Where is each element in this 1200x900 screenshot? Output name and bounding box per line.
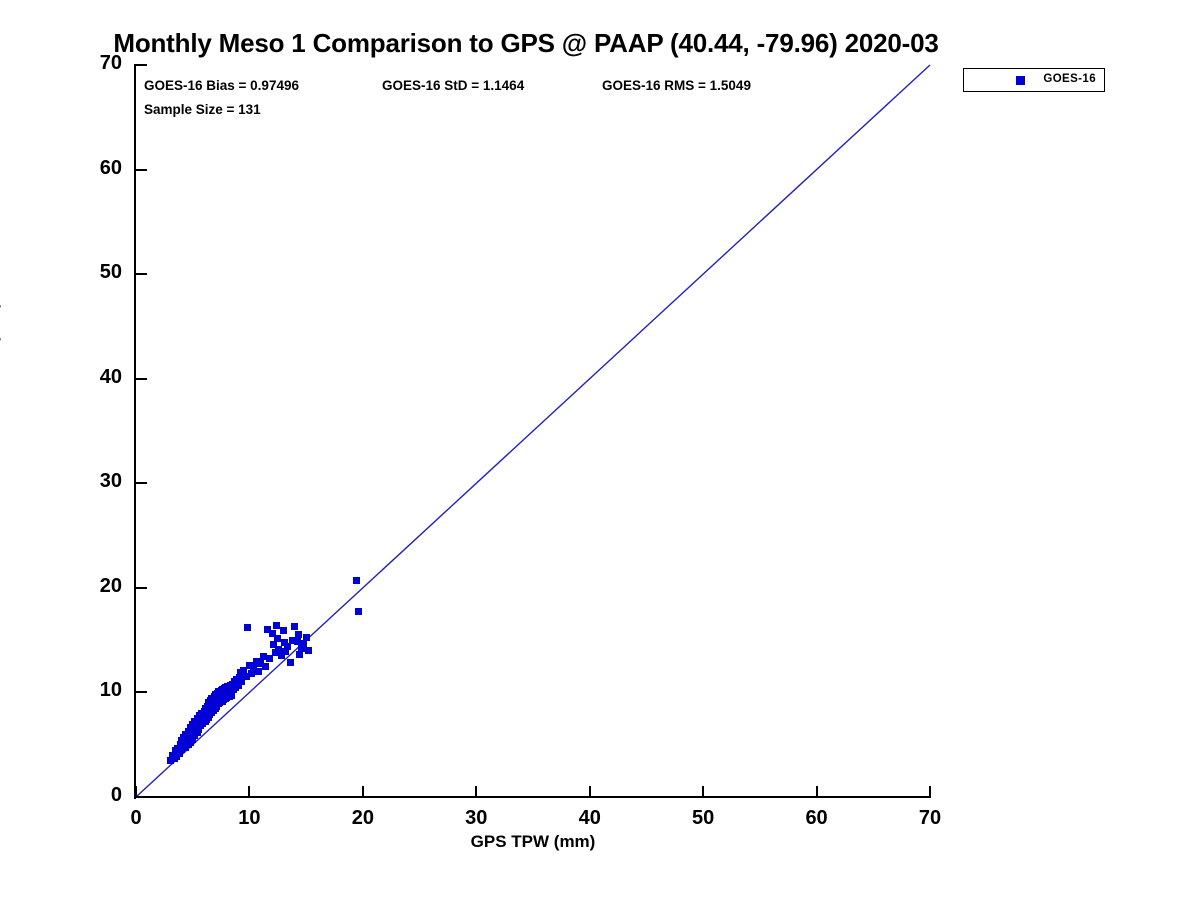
scatter-point <box>284 642 292 650</box>
x-axis-tick-label: 20 <box>351 807 374 829</box>
scatter-point <box>235 674 243 682</box>
y-axis-tick-label: 50 <box>99 261 122 284</box>
y-axis-tick <box>136 273 147 276</box>
bias-stat-label: GOES-16 Bias = 0.97496 <box>144 78 299 93</box>
x-axis-tick-label: 30 <box>465 807 488 829</box>
legend-swatch-goes-16 <box>1016 76 1025 85</box>
scatter-point <box>302 633 310 641</box>
y-axis-tick-label: 10 <box>99 679 122 702</box>
scatter-point <box>282 648 290 656</box>
scatter-point <box>264 626 272 634</box>
y-axis-tick <box>136 64 147 66</box>
x-axis-tick-label: 70 <box>918 807 942 829</box>
statistics-annotation-block: GOES-16 Bias = 0.97496 GOES-16 StD = 1.1… <box>144 78 844 126</box>
scatter-point <box>277 652 285 660</box>
scatter-point <box>304 647 312 655</box>
x-axis-tick <box>248 786 251 797</box>
x-axis-title: GPS TPW (mm) <box>470 832 596 851</box>
scatter-point <box>298 645 306 652</box>
sample-size-label: Sample Size = 131 <box>144 102 261 117</box>
scatter-point <box>243 624 251 632</box>
y-axis-tick-label: 40 <box>99 365 122 388</box>
scatter-point <box>291 623 299 631</box>
scatter-point <box>166 756 174 764</box>
x-axis-tick <box>929 786 931 797</box>
chart-legend: GOES-16 <box>963 68 1105 92</box>
scatter-point <box>286 658 294 666</box>
x-axis-tick <box>815 786 818 797</box>
x-axis-tick-label: 0 <box>130 807 142 829</box>
scatter-point <box>293 637 301 645</box>
scatter-point <box>237 678 245 686</box>
scatter-point <box>261 662 269 670</box>
scatter-point <box>252 657 260 665</box>
x-axis-tick <box>588 786 591 797</box>
std-stat-label: GOES-16 StD = 1.1464 <box>382 78 525 93</box>
scatter-point <box>274 634 282 642</box>
y-axis-line <box>134 64 136 799</box>
y-axis-tick <box>136 377 147 380</box>
y-axis-tick-label: 60 <box>99 156 122 179</box>
scatter-point <box>266 655 274 663</box>
scatter-point <box>269 640 277 648</box>
y-axis-tick <box>136 586 147 589</box>
y-axis-tick <box>136 168 147 171</box>
scatter-point <box>268 630 276 638</box>
scatter-point <box>189 735 197 743</box>
scatter-point <box>294 631 302 639</box>
plot-area <box>135 64 931 798</box>
scatter-point <box>242 673 250 681</box>
x-axis-tick <box>475 786 478 797</box>
x-axis-tick-label: 10 <box>238 807 261 829</box>
x-axis-line <box>134 796 931 798</box>
x-axis-tick-label: 60 <box>805 807 828 829</box>
legend-label-goes-16: GOES-16 <box>1043 73 1096 85</box>
scatter-point <box>227 692 235 700</box>
scatter-point <box>275 646 283 654</box>
y-axis-tick-label: 70 <box>99 52 122 74</box>
y-axis-title: Measured TPW (mm) <box>0 302 2 470</box>
x-axis-tick-label: 40 <box>578 807 601 829</box>
scatter-point <box>295 651 303 659</box>
x-axis-tick <box>135 786 137 797</box>
scatter-point <box>259 653 267 661</box>
one-to-one-reference-line <box>136 65 930 797</box>
scatter-point <box>352 577 360 585</box>
scatter-point <box>177 746 185 754</box>
statistics-row-primary: GOES-16 Bias = 0.97496 GOES-16 StD = 1.1… <box>144 78 844 102</box>
scatter-point <box>289 636 297 644</box>
x-axis-tick <box>361 786 364 797</box>
scatter-point <box>245 661 253 669</box>
scatter-point <box>240 666 248 674</box>
y-axis-tick-label: 30 <box>99 470 122 493</box>
scatter-point <box>248 670 256 678</box>
scatter-point <box>300 639 308 647</box>
y-axis-tick-label: 0 <box>110 784 122 806</box>
statistics-row-sample: Sample Size = 131 <box>144 102 844 126</box>
chart-title: Monthly Meso 1 Comparison to GPS @ PAAP … <box>113 28 939 58</box>
y-axis-tick <box>136 482 147 485</box>
rms-stat-label: GOES-16 RMS = 1.5049 <box>602 78 751 93</box>
scatter-point <box>273 622 281 629</box>
x-axis-tick <box>702 786 705 797</box>
scatter-point <box>354 608 362 616</box>
y-axis-tick-label: 20 <box>99 574 122 597</box>
scatter-point <box>250 664 258 672</box>
x-axis-tick-label: 50 <box>692 807 715 829</box>
scatter-point <box>257 659 265 667</box>
y-axis-tick <box>136 691 147 694</box>
scatter-point <box>255 668 262 675</box>
scatter-point <box>281 638 289 646</box>
scatter-point <box>279 627 287 635</box>
y-axis-tick <box>136 796 147 798</box>
